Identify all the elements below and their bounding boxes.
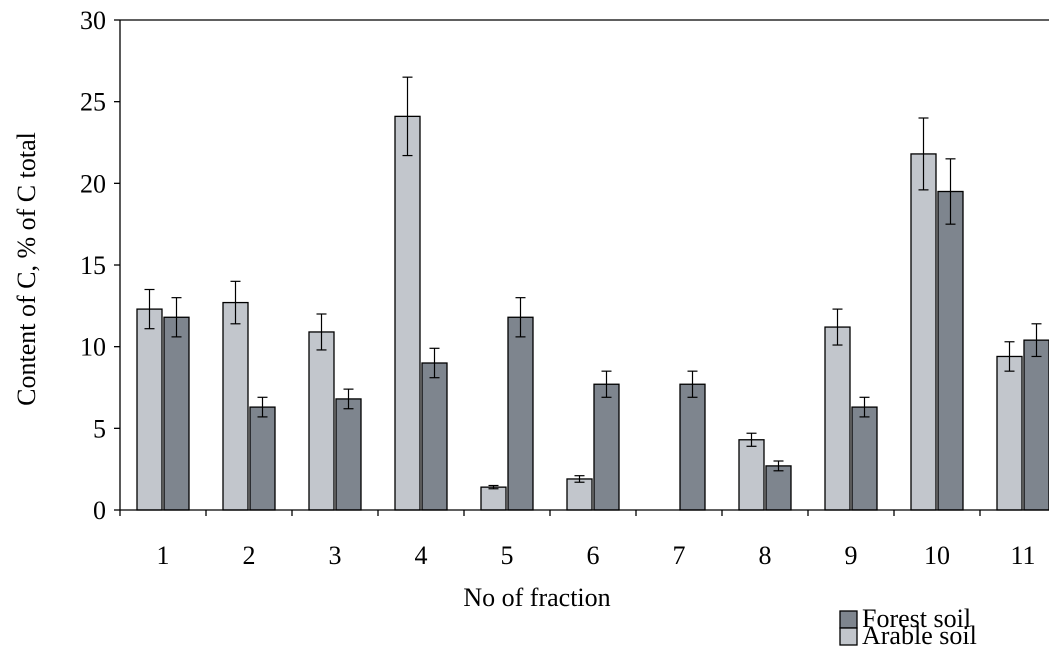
bar-arable-soil-11 [996,355,1023,511]
bar-arable-soil-2 [222,301,249,511]
x-tick-label: 5 [501,541,514,570]
y-tick-label: 15 [80,251,106,280]
error-bar-arable-soil-10 [918,117,929,191]
bar-arable-soil-3 [308,331,335,511]
error-bar-arable-soil-1 [144,288,155,330]
x-tick-label: 1 [157,541,170,570]
x-tick-label: 3 [329,541,342,570]
error-bar-forest-soil-5 [515,297,526,338]
bar-forest-soil-11 [1023,339,1049,511]
error-bar-forest-soil-2 [257,396,268,418]
error-bar-arable-soil-3 [316,313,327,351]
error-bar-forest-soil-6 [601,370,612,398]
bar-forest-soil-4 [421,362,448,511]
bar-forest-soil-10 [937,190,964,511]
axes-layer [114,19,1049,516]
tick-labels-layer: 0 5 10 15 20 25 30 1 2 3 4 5 6 7 8 9 10 11 [80,6,1036,570]
error-bar-arable-soil-5 [488,484,499,490]
bar-forest-soil-8 [765,465,792,511]
bar-arable-soil-10 [910,153,937,511]
error-bar-arable-soil-11 [1004,341,1015,372]
error-bar-forest-soil-4 [429,347,440,379]
x-tick-label: 10 [924,541,950,570]
bar-forest-soil-7 [679,383,706,511]
error-bar-forest-soil-3 [343,388,354,410]
bars-layer [136,115,1049,511]
y-tick-label: 10 [80,333,106,362]
error-bar-forest-soil-8 [773,460,784,472]
bar-forest-soil-5 [507,316,534,511]
bar-arable-soil-4 [394,115,421,511]
bar-forest-soil-2 [249,406,276,511]
x-tick-label: 2 [243,541,256,570]
bar-arable-soil-8 [738,439,765,511]
bar-forest-soil-3 [335,398,362,511]
y-tick-label: 30 [80,6,106,35]
error-bars-layer [144,76,1042,490]
legend-label-forest-soil: Forest soil [862,604,971,633]
error-bar-arable-soil-9 [832,308,843,346]
error-bar-forest-soil-10 [945,158,956,225]
x-axis-label: No of fraction [463,583,610,612]
legend-swatch-arable-soil [839,627,858,646]
y-tick-label: 5 [93,414,106,443]
x-tick-label: 8 [759,541,772,570]
bar-arable-soil-6 [566,478,593,511]
error-bar-arable-soil-4 [402,76,413,157]
x-tick-label: 6 [587,541,600,570]
error-bar-arable-soil-2 [230,280,241,325]
error-bar-forest-soil-9 [859,396,870,418]
error-bar-arable-soil-8 [746,432,757,447]
y-axis-label: Content of C, % of C total [12,132,41,406]
x-tick-label: 7 [673,541,686,570]
bar-forest-soil-1 [163,316,190,511]
error-bar-arable-soil-6 [574,475,585,483]
legend-label-arable-soil: Arable soil [862,621,977,650]
y-tick-label: 0 [93,496,106,525]
legend: Forest soil Arable soil [839,604,977,650]
y-tick-label: 25 [80,88,106,117]
error-bar-forest-soil-7 [687,370,698,398]
bar-arable-soil-5 [480,486,507,511]
x-tick-label: 9 [845,541,858,570]
bar-forest-soil-6 [593,383,620,511]
x-tick-label: 4 [415,541,428,570]
y-tick-label: 20 [80,169,106,198]
bar-forest-soil-9 [851,406,878,511]
error-bar-forest-soil-11 [1031,323,1042,358]
legend-swatch-forest-soil [839,610,858,629]
x-tick-label: 11 [1010,541,1035,570]
bar-arable-soil-1 [136,308,163,511]
error-bar-forest-soil-1 [171,297,182,338]
bar-arable-soil-9 [824,326,851,511]
